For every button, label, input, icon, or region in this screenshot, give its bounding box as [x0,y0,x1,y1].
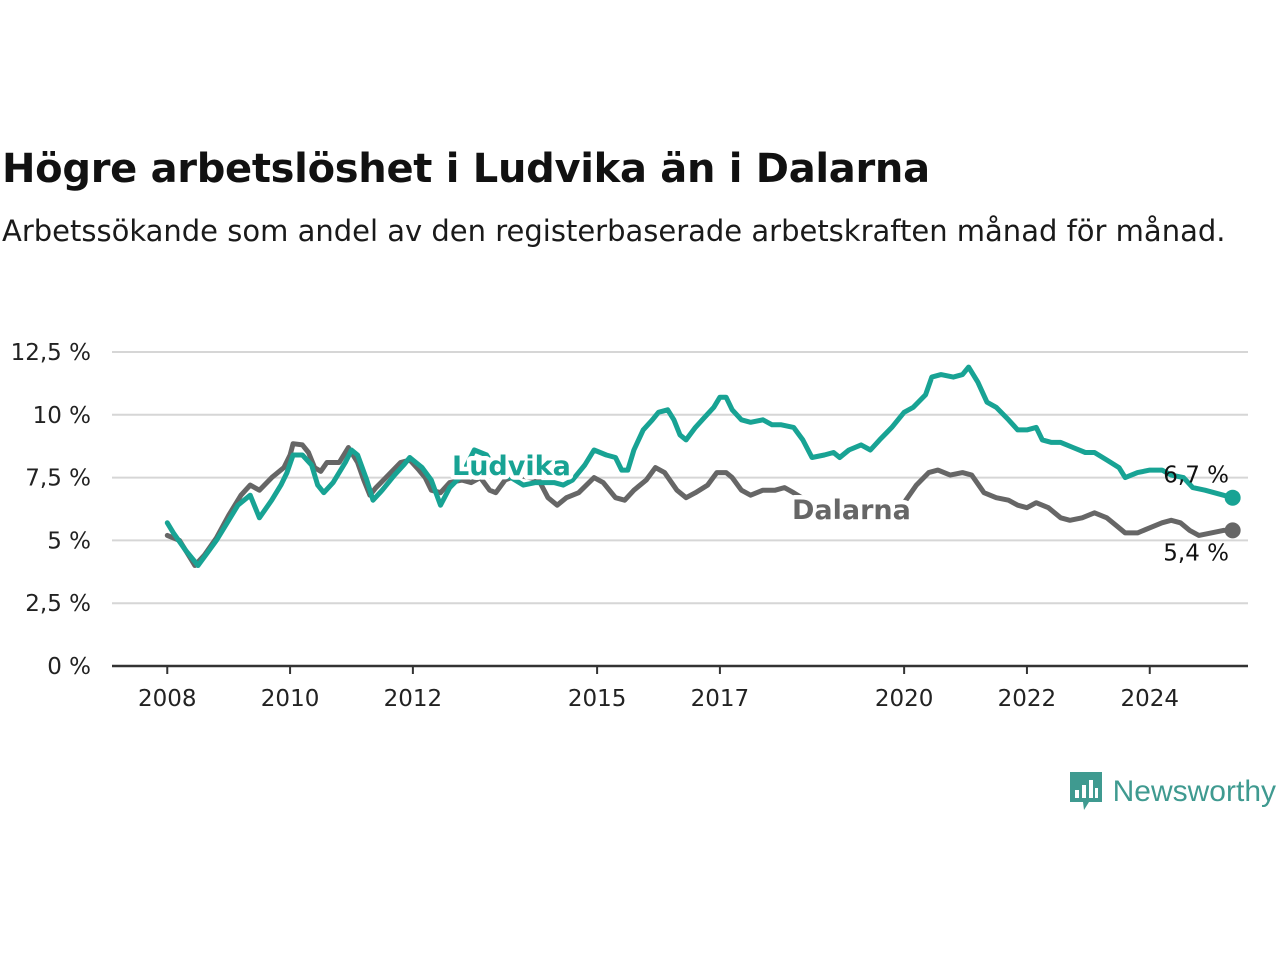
dalarna-series-line [164,441,1236,568]
x-axis-ticks: 2008 2010 2012 2015 2017 2020 2022 2024 [138,666,1179,712]
grid-lines [112,351,1248,668]
dalarna-end-label: 5,4 % [1163,540,1229,566]
x-tick-label: 2024 [1120,686,1179,712]
y-axis-ticks: 0 % 2,5 % 5 % 7,5 % 10 % 12,5 % [11,340,91,680]
y-tick-label: 7,5 % [25,466,91,492]
x-tick-label: 2020 [875,686,934,712]
series-lines [164,364,1241,568]
dalarna-end-point [1224,522,1241,539]
chart-subtitle: Arbetssökande som andel av den registerb… [2,214,1226,248]
ludvika-end-point [1224,489,1241,506]
y-tick-label: 12,5 % [11,340,91,366]
x-tick-label: 2010 [261,686,320,712]
y-tick-label: 0 % [47,654,91,680]
newsworthy-logo[interactable]: Newsworthy [1067,770,1276,814]
x-tick-label: 2017 [691,686,750,712]
brand-name: Newsworthy [1112,775,1276,808]
ludvika-series-label: Ludvika [452,451,571,482]
y-tick-label: 10 % [33,403,91,429]
x-tick-label: 2008 [138,686,197,712]
newsworthy-chart-bubble-icon [1069,772,1102,810]
dalarna-series-label: Dalarna [792,495,911,526]
x-tick-label: 2022 [998,686,1057,712]
ludvika-series-line [164,364,1236,568]
series-labels: Ludvika Dalarna 6,7 % 5,4 % [448,447,1230,567]
y-tick-label: 2,5 % [25,591,91,617]
line-chart: 0 %2,5 %5 %7,5 %10 %12,5 % 2008 2010 2012 2… [11,340,1248,712]
x-tick-label: 2012 [384,686,443,712]
y-tick-label: 5 % [47,528,91,554]
chart-title: Högre arbetslöshet i Ludvika än i Dalarn… [2,146,930,192]
x-tick-label: 2015 [568,686,627,712]
ludvika-end-label: 6,7 % [1163,463,1229,489]
